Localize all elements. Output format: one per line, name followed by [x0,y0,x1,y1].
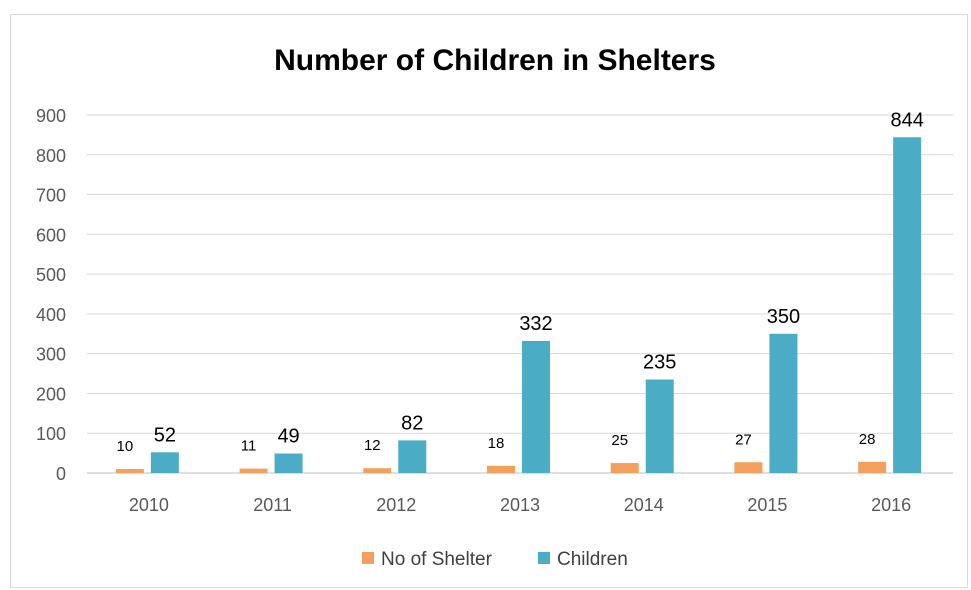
gridlines [87,114,953,474]
legend-label-children: Children [557,549,628,570]
data-label-no-of-shelter: 25 [611,432,628,449]
data-label-children: 82 [401,412,423,434]
x-tick-label: 2016 [871,495,911,515]
y-axis: 0 100 200 300 400 500 600 700 800 900 [36,106,66,484]
bar-no-of-shelter [363,468,392,473]
data-label-children: 49 [277,426,299,448]
chart-title: Number of Children in Shelters [274,44,716,77]
chart-frame [10,14,968,588]
data-label-children: 235 [643,352,676,374]
data-label-no-of-shelter: 28 [859,431,876,448]
data-label-no-of-shelter: 18 [488,435,505,452]
y-tick-label: 400 [36,305,66,325]
bar-no-of-shelter [610,463,639,473]
x-tick-label: 2012 [376,495,416,515]
data-label-children: 844 [890,109,923,131]
bar-no-of-shelter [734,462,763,473]
bar-no-of-shelter [115,469,144,473]
data-labels: 10 52 11 49 12 82 18 332 25 235 27 350 28 844 [117,109,924,455]
x-tick-label: 2015 [747,495,787,515]
legend-swatch-no-of-shelter [362,552,374,564]
data-label-children: 52 [154,424,176,446]
bar-no-of-shelter [858,461,887,473]
y-tick-label: 700 [36,186,66,206]
y-tick-label: 800 [36,146,66,166]
bar-children [398,440,427,473]
data-label-no-of-shelter: 27 [735,431,752,448]
legend-swatch-children [538,552,550,564]
y-tick-label: 300 [36,345,66,365]
y-tick-label: 500 [36,265,66,285]
bar-no-of-shelter [239,468,268,473]
data-label-no-of-shelter: 11 [241,438,257,455]
data-label-children: 350 [767,306,800,328]
data-label-no-of-shelter: 10 [117,438,134,455]
bar-children [769,333,798,473]
data-label-no-of-shelter: 12 [364,437,381,454]
y-tick-label: 900 [36,106,66,126]
x-axis: 2010 2011 2012 2013 2014 2015 2016 [129,495,911,515]
x-tick-label: 2010 [129,495,169,515]
bar-children [150,452,179,473]
bar-children [893,137,922,473]
y-tick-label: 0 [56,464,66,484]
legend-label-no-of-shelter: No of Shelter [381,549,493,570]
y-tick-label: 100 [36,424,66,444]
bar-children [274,453,303,473]
data-label-children: 332 [519,313,552,335]
bar-children [645,379,674,473]
bar-children [522,340,550,473]
x-tick-label: 2011 [253,495,292,515]
legend: No of Shelter Children [362,549,628,570]
bars [115,137,922,473]
y-tick-label: 200 [36,384,66,404]
x-tick-label: 2014 [624,495,664,515]
bar-no-of-shelter [487,465,515,473]
x-tick-label: 2013 [500,495,540,515]
y-tick-label: 600 [36,225,66,245]
